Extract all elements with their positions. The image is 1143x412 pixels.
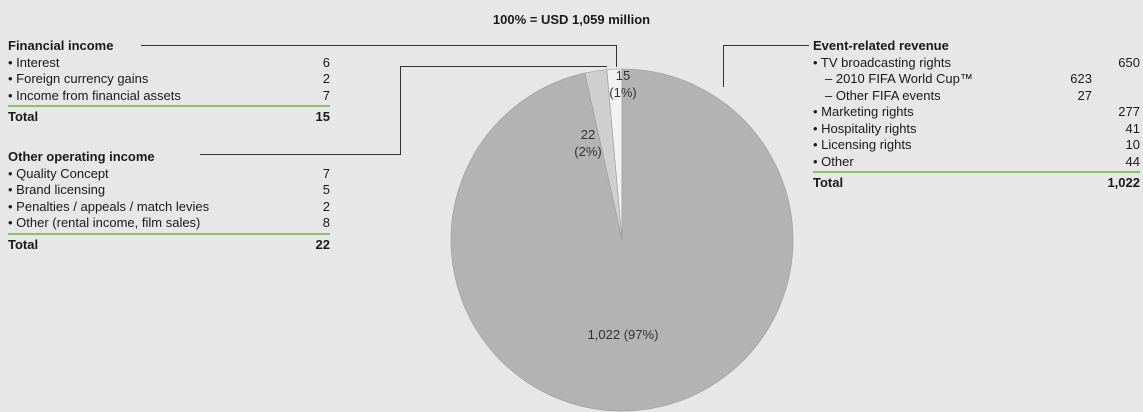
row-value: 41 — [1125, 120, 1140, 136]
total-divider — [8, 105, 330, 107]
row-value: 2 — [322, 198, 330, 214]
leader-line-event-v — [723, 45, 724, 87]
table-row: • Income from financial assets 7 — [8, 88, 330, 105]
row-label: – Other FIFA events — [825, 87, 941, 103]
row-label: • Hospitality rights — [813, 120, 917, 136]
leader-line-event-h — [723, 45, 809, 46]
leader-line-other-h1 — [200, 154, 401, 155]
total-value: 15 — [315, 109, 330, 124]
row-value: 7 — [322, 87, 330, 103]
other-operating-income-heading: Other operating income — [8, 149, 155, 164]
row-value: 27 — [1077, 87, 1092, 103]
leader-line-financial-v — [616, 45, 617, 67]
table-row: • Quality Concept 7 — [8, 166, 330, 183]
chart-title: 100% = USD 1,059 million — [492, 12, 651, 27]
slice-label-other-value: 22 — [580, 127, 596, 142]
pie-slice-event-related-revenue — [450, 68, 794, 412]
row-label: – 2010 FIFA World Cup™ — [825, 71, 973, 86]
row-label: • Interest — [8, 54, 60, 70]
total-label: Total — [8, 236, 39, 252]
row-label: • Marketing rights — [813, 104, 914, 119]
total-label: Total — [813, 175, 844, 190]
leader-line-financial-h — [141, 45, 617, 46]
table-row: • Marketing rights 277 — [813, 104, 1140, 121]
row-label: • Other (rental income, film sales) — [8, 215, 201, 230]
row-value: 623 — [1070, 71, 1092, 86]
row-value: 10 — [1125, 137, 1140, 152]
row-label: • Quality Concept — [8, 165, 109, 181]
table-row: – 2010 FIFA World Cup™ 623 — [813, 71, 1140, 88]
total-value: 22 — [315, 236, 330, 252]
total-divider — [8, 232, 330, 235]
row-label: • Other — [813, 153, 854, 169]
row-label: • Penalties / appeals / match levies — [8, 198, 210, 214]
total-row: Total 22 — [8, 237, 330, 254]
row-value: 7 — [322, 165, 330, 181]
row-value: 8 — [322, 215, 330, 230]
other-operating-income-table: Other operating income • Quality Concept… — [8, 149, 330, 253]
slice-label-financial-value: 15 — [615, 68, 631, 83]
row-label: • Income from financial assets — [8, 87, 181, 103]
table-row: • Interest 6 — [8, 55, 330, 72]
slice-label-financial-percent: (1%) — [609, 85, 637, 100]
financial-income-heading: Financial income — [8, 38, 114, 53]
leader-line-other-v — [400, 66, 401, 155]
event-related-revenue-table: Event-related revenue • TV broadcasting … — [813, 38, 1140, 192]
row-label: • Brand licensing — [8, 182, 106, 197]
table-row: • Other 44 — [813, 154, 1140, 171]
leader-line-other-h2 — [400, 66, 607, 67]
slice-label-other-percent: (2%) — [574, 144, 602, 159]
row-value: 44 — [1125, 153, 1140, 169]
row-value: 277 — [1118, 104, 1140, 119]
total-row: Total 15 — [8, 109, 330, 126]
table-row: • Penalties / appeals / match levies 2 — [8, 199, 330, 216]
total-row: Total 1,022 — [813, 175, 1140, 192]
row-label: • TV broadcasting rights — [813, 54, 951, 70]
row-label: • Licensing rights — [813, 137, 912, 152]
row-value: 6 — [322, 54, 330, 70]
table-row: • Other (rental income, film sales) 8 — [8, 215, 330, 232]
table-row: • Hospitality rights 41 — [813, 121, 1140, 138]
row-value: 5 — [322, 182, 330, 197]
table-row: • Foreign currency gains 2 — [8, 71, 330, 88]
row-label: • Foreign currency gains — [8, 71, 149, 86]
table-row: – Other FIFA events 27 — [813, 88, 1140, 105]
total-value: 1,022 — [1107, 175, 1140, 190]
row-value: 2 — [322, 71, 330, 86]
table-row: • Licensing rights 10 — [813, 137, 1140, 154]
slice-label-event: 1,022 (97%) — [587, 327, 659, 342]
table-row: • Brand licensing 5 — [8, 182, 330, 199]
total-divider — [813, 171, 1140, 173]
financial-income-table: Financial income • Interest 6 • Foreign … — [8, 38, 330, 126]
table-row: • TV broadcasting rights 650 — [813, 55, 1140, 72]
event-related-revenue-heading: Event-related revenue — [813, 38, 949, 53]
row-value: 650 — [1118, 54, 1140, 70]
total-label: Total — [8, 109, 39, 124]
